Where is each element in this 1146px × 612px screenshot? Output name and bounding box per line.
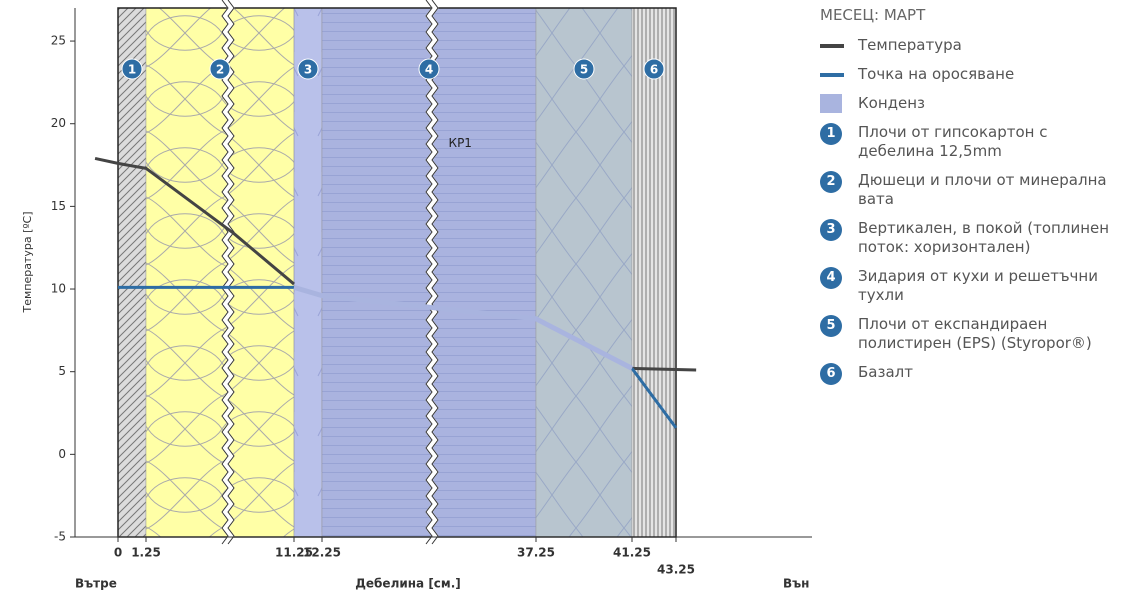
legend-symbol: 6 (820, 363, 844, 385)
legend: МЕСЕЦ: МАРТ Температура Точка на оросяван… (820, 6, 1132, 392)
legend-label: Базалт (858, 363, 913, 381)
outside-label: Вън (783, 577, 809, 591)
layer-badge (643, 58, 665, 80)
y-tick-label: 0 (58, 447, 66, 461)
y-axis-label: Температура [ºC] (21, 211, 34, 313)
layer-number: 4 (425, 63, 433, 77)
legend-item: 2 Дюшеци и плочи от минерална вата (820, 171, 1132, 209)
x-tick-label: 41.25 (613, 546, 651, 560)
axis-break (425, 0, 433, 545)
legend-symbol (820, 36, 844, 55)
legend-label: Зидария от кухи и решетъчни тухли (858, 267, 1098, 304)
wall-layer (631, 7, 677, 538)
legend-label: Плочи от експандираен полистирен (EPS) (… (858, 315, 1092, 352)
legend-label: Вертикален, в покой (топлинен поток: хор… (858, 219, 1110, 256)
series-line (118, 285, 678, 429)
legend-item: 6 Базалт (820, 363, 1132, 385)
x-tick-label: 0 (114, 546, 122, 560)
layer-number: 6 (650, 63, 658, 77)
x-axis-label: Дебелина [см.] (355, 577, 461, 591)
legend-symbol: 3 (820, 219, 844, 241)
series-line (293, 284, 634, 371)
legend-item: Температура (820, 36, 1132, 55)
legend-item: 1 Плочи от гипсокартон с дебелина 12,5mm (820, 123, 1132, 161)
layer-badge (121, 58, 143, 80)
legend-item: Конденз (820, 94, 1132, 113)
legend-label: Температура (858, 36, 962, 54)
x-tick-label: 1.25 (131, 546, 161, 560)
axis-break (221, 0, 229, 545)
y-tick-label: 10 (51, 282, 66, 296)
axis-break (221, 0, 235, 546)
layer-badge (573, 58, 595, 80)
legend-label: Конденз (858, 94, 926, 112)
x-tick-label: 11.25 (275, 546, 313, 560)
x-tick-label: 37.25 (517, 546, 555, 560)
legend-item: 3 Вертикален, в покой (топлинен поток: хо… (820, 219, 1132, 257)
wall-layer (293, 7, 323, 538)
legend-label: Точка на оросяване (858, 65, 1015, 83)
layer-number: 2 (216, 63, 224, 77)
y-tick-label: 5 (58, 364, 66, 378)
legend-number: 2 (820, 171, 842, 193)
y-tick-label: 20 (51, 116, 66, 130)
series-line (94, 156, 697, 372)
wall-layer (535, 7, 633, 538)
legend-item: Точка на оросяване (820, 65, 1132, 84)
layer-number: 1 (128, 63, 136, 77)
y-tick-label: 15 (51, 199, 66, 213)
legend-line (820, 44, 844, 48)
legend-symbol (820, 65, 844, 84)
annotation: КР1 (449, 136, 472, 150)
legend-number: 4 (820, 267, 842, 289)
x-tick-label: 12.25 (303, 546, 341, 560)
legend-symbol (820, 94, 842, 113)
legend-title: МЕСЕЦ: МАРТ (820, 6, 926, 24)
axis-break (431, 0, 439, 545)
legend-symbol: 5 (820, 315, 844, 337)
y-tick-label: 25 (51, 34, 66, 48)
layer-number: 5 (580, 63, 588, 77)
inside-label: Вътре (75, 577, 117, 591)
legend-label: Дюшеци и плочи от минерална вата (858, 171, 1107, 208)
legend-line (820, 73, 844, 77)
legend-item: 4 Зидария от кухи и решетъчни тухли (820, 267, 1132, 305)
layer-badge (418, 58, 440, 80)
legend-number: 3 (820, 219, 842, 241)
axis-break (425, 0, 439, 546)
layer-number: 3 (304, 63, 312, 77)
axis-break (227, 0, 235, 545)
legend-number: 6 (820, 363, 842, 385)
legend-item: 5 Плочи от експандираен полистирен (EPS) … (820, 315, 1132, 353)
legend-number: 5 (820, 315, 842, 337)
x-tick-label: 43.25 (657, 563, 695, 577)
legend-symbol: 1 (820, 123, 844, 145)
legend-symbol: 2 (820, 171, 844, 193)
layer-badge (209, 58, 231, 80)
legend-symbol: 4 (820, 267, 844, 289)
y-tick-label: -5 (54, 530, 66, 544)
legend-label: Плочи от гипсокартон с дебелина 12,5mm (858, 123, 1048, 160)
wall-layer (145, 7, 295, 538)
layer-badge (297, 58, 319, 80)
wall-layer (117, 7, 147, 538)
legend-number: 1 (820, 123, 842, 145)
